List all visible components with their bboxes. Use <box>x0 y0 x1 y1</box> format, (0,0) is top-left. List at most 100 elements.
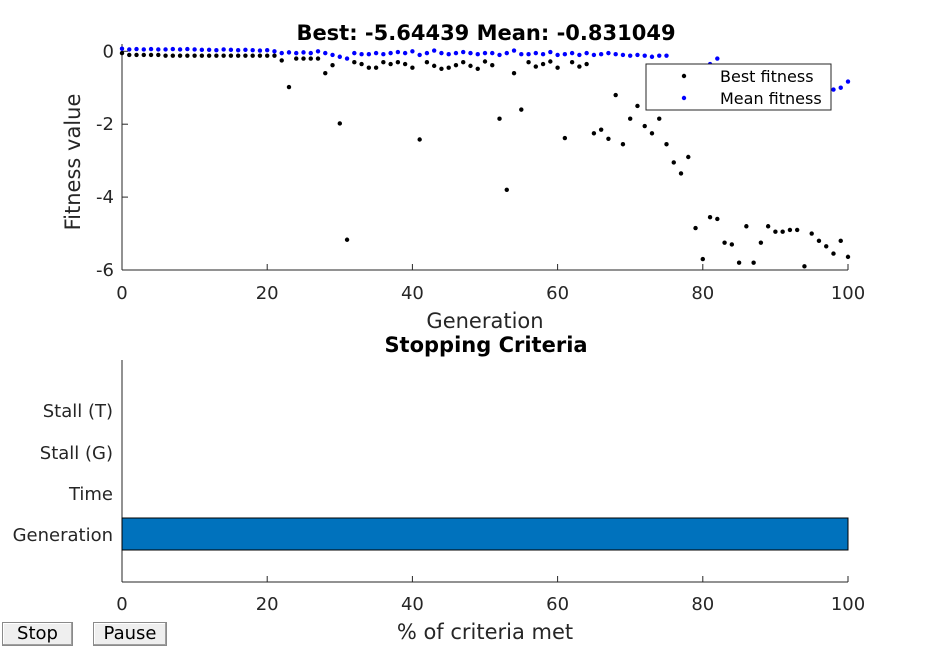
mean-fitness-series <box>119 46 851 96</box>
mean-fitness-point <box>642 53 647 58</box>
best-fitness-point <box>519 107 524 112</box>
mean-fitness-point <box>490 50 495 56</box>
best-fitness-point <box>177 53 183 58</box>
stop-button[interactable]: Stop <box>2 622 73 646</box>
best-fitness-point <box>787 227 793 233</box>
best-fitness-point <box>736 260 742 265</box>
y-tick-label: -4 <box>96 187 114 208</box>
best-fitness-point <box>635 103 640 109</box>
fitness-chart-title: Best: -5.64439 Mean: -0.831049 <box>296 21 675 45</box>
best-fitness-point <box>824 244 829 249</box>
mean-fitness-point <box>562 52 568 57</box>
mean-fitness-point <box>366 52 372 57</box>
fitness-x-axis-label: Generation <box>426 309 543 333</box>
x-tick-label: 80 <box>691 283 714 304</box>
mean-fitness-point <box>628 53 633 58</box>
best-fitness-point <box>548 59 553 64</box>
pause-button[interactable]: Pause <box>93 622 167 646</box>
best-fitness-point <box>373 65 379 70</box>
legend-marker-mean <box>681 95 687 101</box>
mean-fitness-point <box>301 50 306 55</box>
best-fitness-point <box>279 58 284 63</box>
best-fitness-point <box>468 63 473 69</box>
mean-fitness-point <box>845 79 851 84</box>
x-tick-label: 60 <box>546 283 569 304</box>
mean-fitness-point <box>250 47 255 53</box>
mean-fitness-point <box>388 50 393 56</box>
best-fitness-point <box>330 62 335 68</box>
mean-fitness-point <box>294 50 299 56</box>
mean-fitness-point <box>308 50 313 56</box>
mean-fitness-point <box>373 50 379 56</box>
mean-fitness-point <box>620 52 626 58</box>
mean-fitness-point <box>381 52 386 57</box>
mean-fitness-point <box>584 50 589 56</box>
mean-fitness-point <box>279 50 284 56</box>
mean-fitness-point <box>192 47 197 52</box>
mean-fitness-point <box>330 52 335 58</box>
best-fitness-point <box>504 187 509 193</box>
mean-fitness-point <box>206 47 212 53</box>
mean-fitness-point <box>519 52 524 57</box>
y-tick-label: 0 <box>103 41 114 62</box>
best-fitness-point <box>773 229 778 234</box>
best-fitness-point <box>613 92 618 98</box>
best-fitness-point <box>664 142 669 147</box>
best-fitness-point <box>286 84 292 90</box>
mean-fitness-point <box>119 46 125 51</box>
best-fitness-point <box>765 224 771 229</box>
best-fitness-point <box>526 60 531 65</box>
fitness-legend: Best fitness Mean fitness <box>645 63 832 111</box>
best-fitness-point <box>490 62 495 68</box>
best-fitness-point <box>533 64 539 69</box>
mean-fitness-point <box>461 49 466 55</box>
best-fitness-point <box>744 224 749 229</box>
mean-fitness-point <box>497 52 502 58</box>
mean-fitness-point <box>569 50 575 56</box>
mean-fitness-point <box>156 47 161 52</box>
best-fitness-point <box>163 53 168 58</box>
best-fitness-point <box>156 52 161 58</box>
best-fitness-point <box>221 53 226 58</box>
mean-fitness-point <box>315 49 321 54</box>
mean-fitness-point <box>453 50 459 56</box>
best-fitness-point <box>250 53 255 58</box>
best-fitness-point <box>707 214 713 220</box>
mean-fitness-point <box>395 49 401 55</box>
x-tick-label: 100 <box>831 594 865 615</box>
mean-fitness-point <box>431 48 437 53</box>
fitness-chart: Best: -5.64439 Mean: -0.831049 0 20 40 6… <box>61 21 865 333</box>
best-fitness-point <box>308 56 313 61</box>
best-fitness-point <box>511 70 517 76</box>
category-label: Time <box>68 484 113 505</box>
legend-label-mean: Mean fitness <box>720 89 822 108</box>
mean-fitness-point <box>177 47 183 52</box>
best-fitness-point <box>751 260 756 265</box>
mean-fitness-point <box>577 52 582 58</box>
best-fitness-point <box>802 264 807 269</box>
best-fitness-point <box>148 52 154 58</box>
best-fitness-point <box>185 53 190 58</box>
mean-fitness-point <box>635 52 640 58</box>
best-fitness-point <box>359 61 364 67</box>
best-fitness-point <box>831 251 836 256</box>
mean-fitness-point <box>221 47 226 52</box>
best-fitness-point <box>657 116 662 121</box>
mean-fitness-point <box>446 52 451 57</box>
criteria-bar <box>121 517 849 551</box>
mean-fitness-point <box>591 52 597 58</box>
x-tick-label: 20 <box>256 594 279 615</box>
category-label: Generation <box>13 525 113 546</box>
mean-fitness-point <box>141 47 146 52</box>
best-fitness-point <box>845 254 851 260</box>
best-fitness-point <box>453 62 459 68</box>
x-tick-label: 0 <box>116 594 127 615</box>
best-fitness-point <box>366 65 372 70</box>
best-fitness-point <box>461 60 466 65</box>
y-tick-label: -2 <box>96 114 114 135</box>
y-tick-label: -6 <box>96 260 114 281</box>
fitness-y-ticks: 0 -2 -4 -6 <box>96 41 128 281</box>
mean-fitness-point <box>475 52 480 57</box>
best-fitness-point <box>700 256 705 262</box>
